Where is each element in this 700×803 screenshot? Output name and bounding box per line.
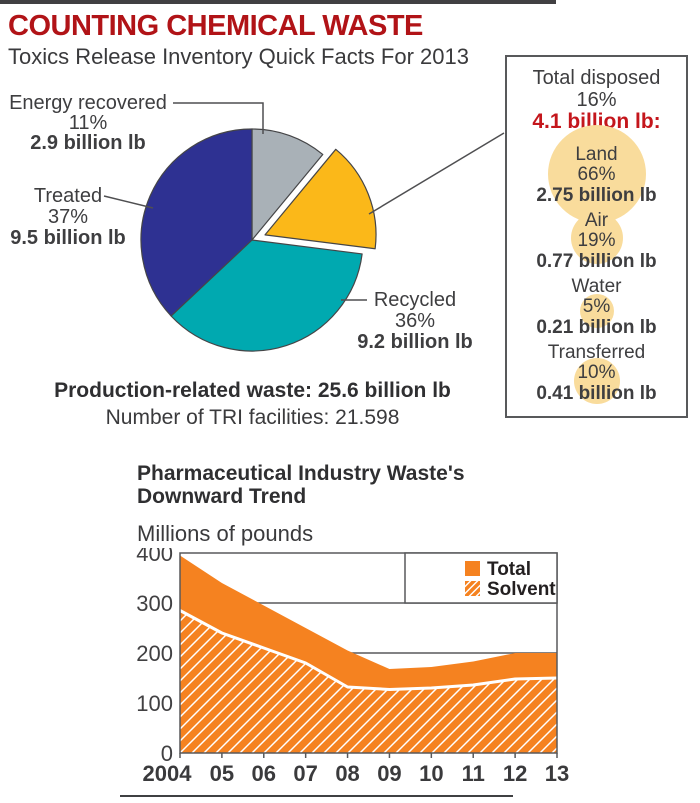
legend-total-label: Total: [487, 559, 531, 580]
land-pct: 66%: [577, 164, 616, 185]
y-tick-label-400: 400: [136, 548, 173, 566]
treated-amount: 9.5 billion lb: [10, 227, 126, 249]
x-tick-label-11: 11: [462, 761, 485, 786]
x-tick-label-12: 12: [503, 761, 527, 786]
legend-solvent-label: Solvent: [487, 579, 556, 600]
disposal-panel: Total disposed 16% 4.1 billion lb: Land …: [505, 55, 688, 418]
pie-slice-total-disposed: [264, 148, 377, 250]
page-subtitle: Toxics Release Inventory Quick Facts For…: [8, 44, 469, 69]
solvent-area: [180, 610, 557, 753]
panel-item-water: Water 5% 0.21 billion lb: [507, 277, 686, 339]
recycled-pct: 36%: [394, 310, 436, 332]
x-tick-label-13: 13: [545, 761, 569, 786]
trend-title-line1: Pharmaceutical Industry Waste's: [137, 462, 465, 485]
x-tick-label-09: 09: [377, 761, 401, 786]
air-pct: 19%: [577, 230, 616, 251]
land-highlight-circle: [547, 125, 646, 223]
recycled-name: Recycled: [373, 289, 457, 311]
water-name: Water: [571, 276, 622, 297]
transferred-highlight-circle: [573, 358, 620, 404]
land-name: Land: [575, 144, 618, 165]
legend-box: [404, 552, 558, 604]
panel-title: Total disposed: [532, 67, 661, 89]
legend-total-swatch: [465, 561, 480, 576]
y-tick-label-100: 100: [136, 691, 173, 716]
y-tick-label-0: 0: [161, 741, 173, 766]
total-area: [180, 555, 557, 690]
trend-y-axis-label: Millions of pounds: [137, 521, 314, 546]
x-tick-label-05: 05: [210, 761, 234, 786]
energy-name: Energy recovered: [9, 92, 167, 114]
summary: Production-related waste: 25.6 billion l…: [0, 379, 505, 430]
pie-slice-recycled: [170, 239, 363, 352]
label-energy-recovered: Energy recovered 11% 2.9 billion lb: [2, 93, 174, 153]
label-treated: Treated 37% 9.5 billion lb: [0, 186, 136, 249]
top-rule: [0, 0, 556, 4]
x-tick-label-08: 08: [335, 761, 359, 786]
trend-title-line2: Downward Trend: [137, 485, 307, 508]
pie-chart: [140, 128, 377, 352]
air-name: Air: [584, 210, 609, 231]
x-tick-label-06: 06: [252, 761, 276, 786]
panel-item-land: Land 66% 2.75 billion lb: [507, 125, 686, 223]
panel-pct: 16%: [576, 89, 617, 111]
recycled-amount: 9.2 billion lb: [357, 331, 473, 353]
disposal-panel-header: Total disposed 16% 4.1 billion lb:: [507, 67, 686, 133]
water-highlight-circle: [579, 294, 614, 328]
solvent-boundary-line: [179, 609, 558, 691]
legend-solvent-swatch: [465, 581, 480, 596]
summary-facilities: Number of TRI facilities: 21.598: [105, 406, 400, 429]
air-highlight-circle: [570, 212, 623, 264]
water-amount: 0.21 billion lb: [536, 317, 657, 338]
energy-amount: 2.9 billion lb: [30, 132, 146, 154]
plot-frame: [179, 552, 558, 754]
x-tick-label-10: 10: [419, 761, 443, 786]
panel-amount: 4.1 billion lb:: [532, 110, 661, 133]
air-amount: 0.77 billion lb: [536, 251, 657, 272]
treated-pct: 37%: [47, 206, 89, 228]
page-title: COUNTING CHEMICAL WASTE: [8, 10, 423, 42]
y-tick-label-200: 200: [136, 641, 173, 666]
energy-pct: 11%: [68, 112, 108, 134]
panel-item-air: Air 19% 0.77 billion lb: [507, 211, 686, 273]
transferred-name: Transferred: [547, 342, 646, 363]
trend-chart-title: Pharmaceutical Industry Waste's Downward…: [137, 462, 465, 508]
label-recycled: Recycled 36% 9.2 billion lb: [350, 290, 480, 353]
transferred-pct: 10%: [577, 362, 616, 383]
panel-item-transferred: Transferred 10% 0.41 billion lb: [507, 343, 686, 405]
land-amount: 2.75 billion lb: [536, 185, 657, 206]
summary-production: Production-related waste: 25.6 billion l…: [54, 379, 451, 402]
transferred-amount: 0.41 billion lb: [536, 383, 657, 404]
y-tick-label-300: 300: [136, 591, 173, 616]
bottom-rule: [120, 795, 513, 797]
x-tick-label-07: 07: [293, 761, 317, 786]
water-pct: 5%: [582, 296, 611, 317]
x-tick-label-2004: 2004: [143, 761, 193, 786]
treated-name: Treated: [33, 185, 103, 207]
